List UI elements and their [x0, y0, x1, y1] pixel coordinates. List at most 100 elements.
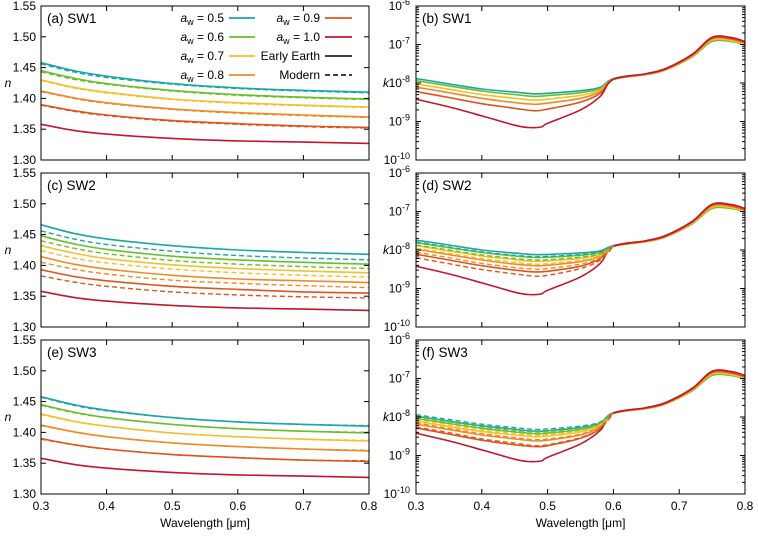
legend-aw-value: 1.0 [303, 30, 320, 44]
series-line-aw-0-8-early-earth [41, 256, 369, 284]
legend-label-aw-0-7: aw = 0.7 [180, 49, 224, 65]
series-line-aw-1-0-early-earth [416, 369, 745, 463]
series-line-aw-0-5-modern [41, 230, 369, 261]
y-tick-base: 10 [389, 243, 403, 257]
series-line-aw-0-9-modern [416, 245, 614, 277]
series-group [416, 35, 745, 129]
y-axis-label: k [383, 76, 390, 90]
legend-w-subscript: w [186, 17, 194, 27]
series-line-aw-0-6-modern [41, 404, 369, 434]
series-line-aw-0-7-modern [416, 412, 614, 436]
series-group [416, 369, 745, 463]
panel-e: 0.3 0.4 0.5 0.6 0.7 0.8 Wavelength [μm] 1.30 1.3… [5, 333, 378, 530]
series-line-aw-0-7-modern [41, 413, 369, 442]
y-tick-base: 10 [389, 205, 403, 219]
series-line-aw-0-9-modern [41, 104, 369, 129]
y-axis-label: k [383, 410, 390, 424]
series-line-aw-0-6-modern [416, 412, 614, 433]
legend-a-symbol: a [180, 11, 187, 25]
y-tick-base: 10 [389, 166, 403, 180]
y-tick-exponent: -10 [397, 485, 410, 495]
legend-label-aw-1-0: aw = 1.0 [276, 30, 320, 46]
plot-frame [40, 339, 370, 495]
y-tick-label: 1.45 [13, 61, 37, 75]
legend-w-subscript: w [186, 74, 194, 84]
y-tick-label: 1.55 [13, 333, 37, 347]
y-tick-label: 10-6 [389, 164, 410, 180]
legend-aw-value: 0.9 [303, 11, 320, 25]
y-tick-exponent: -6 [402, 0, 410, 7]
y-tick-base: 10 [384, 153, 398, 167]
y-tick-exponent: -8 [402, 74, 410, 84]
plot-frame [415, 339, 746, 495]
panel-c: 1.30 1.35 1.40 1.45 1.50 1.55 n (c) SW2 [5, 166, 370, 334]
series-line-aw-0-7-modern [41, 249, 369, 278]
legend-label-early-earth: Early Earth [261, 49, 320, 63]
y-tick-label: 10-7 [389, 203, 410, 219]
series-line-aw-0-9-modern [41, 438, 369, 462]
panel-title: (b) SW1 [422, 11, 472, 26]
x-tick-label: 0.4 [473, 499, 490, 513]
y-tick-label: 10-7 [389, 370, 410, 386]
legend-w-subscript: w [186, 55, 194, 65]
series-line-aw-0-9-early-earth [416, 36, 745, 112]
legend-w-subscript: w [282, 17, 290, 27]
y-tick-exponent: -7 [402, 203, 410, 213]
x-tick-label: 0.6 [229, 499, 246, 513]
y-tick-base: 10 [389, 449, 403, 463]
legend-label-modern: Modern [279, 68, 320, 82]
legend-a-symbol: a [276, 30, 283, 44]
panel-title: (c) SW2 [47, 178, 96, 193]
series-line-aw-0-8-modern [416, 245, 614, 270]
y-axis-label: k [383, 243, 390, 257]
y-axis-label: n [5, 76, 12, 90]
legend: aw = 0.5aw = 0.6aw = 0.7aw = 0.8aw = 0.9… [180, 11, 352, 84]
legend-a-symbol: a [180, 68, 187, 82]
y-tick-base: 10 [389, 372, 403, 386]
legend-a-symbol: a [180, 49, 187, 63]
y-tick-exponent: -8 [402, 408, 410, 418]
panel-title: (e) SW3 [47, 345, 97, 360]
panel-a: 1.30 1.35 1.40 1.45 1.50 1.55 n (a) SW1 [5, 0, 370, 167]
y-tick-exponent: -6 [402, 331, 410, 341]
y-tick-label: 1.30 [13, 487, 37, 501]
x-tick-label: 0.4 [98, 499, 115, 513]
y-tick-label: 10-9 [389, 113, 410, 129]
legend-a-symbol: a [180, 30, 187, 44]
series-line-aw-0-7-modern [416, 245, 614, 265]
y-tick-label: 1.55 [13, 166, 37, 180]
y-tick-label: 1.55 [13, 0, 37, 13]
y-tick-label: 1.50 [13, 364, 37, 378]
legend-aw-value: 0.8 [207, 68, 224, 82]
y-tick-label: 10-6 [389, 0, 410, 13]
y-tick-exponent: -9 [402, 280, 410, 290]
series-group [41, 61, 369, 145]
y-tick-label: 1.40 [13, 425, 37, 439]
series-line-aw-1-0-early-earth [416, 202, 745, 296]
series-group [41, 223, 369, 312]
series-line-aw-0-5-modern [41, 396, 369, 427]
series-group [41, 395, 369, 479]
y-tick-base: 10 [389, 76, 403, 90]
y-tick-label: 10-10 [384, 318, 410, 334]
y-tick-label: 10-10 [384, 151, 410, 167]
series-line-aw-0-9-early-earth [41, 268, 369, 294]
y-tick-base: 10 [384, 487, 398, 501]
panel-title: (a) SW1 [47, 11, 97, 26]
series-line-aw-0-6-early-earth [41, 235, 369, 265]
series-line-aw-0-8-modern [41, 424, 369, 451]
legend-label-aw-0-8: aw = 0.8 [180, 68, 224, 84]
series-line-aw-0-5-modern [416, 241, 614, 258]
y-tick-base: 10 [389, 410, 403, 424]
legend-aw-value: 0.7 [207, 49, 224, 63]
y-tick-label: 10-8 [389, 241, 410, 257]
y-tick-base: 10 [389, 282, 403, 296]
series-line-aw-0-8-modern [41, 90, 369, 119]
legend-equals: = [194, 30, 208, 44]
y-tick-exponent: -9 [402, 113, 410, 123]
